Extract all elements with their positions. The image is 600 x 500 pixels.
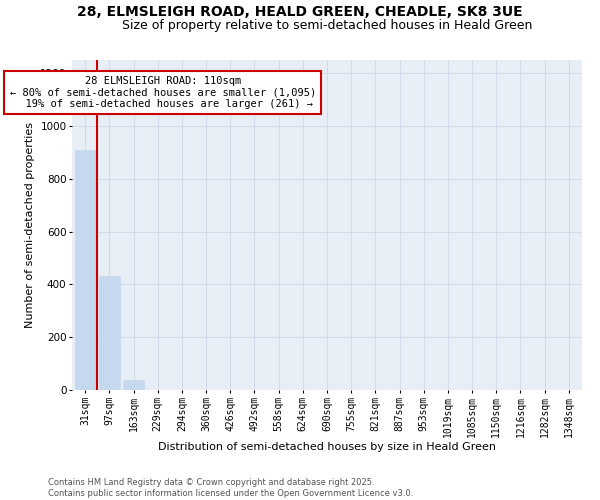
Title: Size of property relative to semi-detached houses in Heald Green: Size of property relative to semi-detach… xyxy=(122,20,532,32)
Y-axis label: Number of semi-detached properties: Number of semi-detached properties xyxy=(25,122,35,328)
Text: 28 ELMSLEIGH ROAD: 110sqm
← 80% of semi-detached houses are smaller (1,095)
  19: 28 ELMSLEIGH ROAD: 110sqm ← 80% of semi-… xyxy=(10,76,316,109)
Bar xyxy=(75,150,95,390)
Bar xyxy=(124,380,144,390)
Text: 28, ELMSLEIGH ROAD, HEALD GREEN, CHEADLE, SK8 3UE: 28, ELMSLEIGH ROAD, HEALD GREEN, CHEADLE… xyxy=(77,5,523,19)
Text: Contains HM Land Registry data © Crown copyright and database right 2025.
Contai: Contains HM Land Registry data © Crown c… xyxy=(48,478,413,498)
X-axis label: Distribution of semi-detached houses by size in Heald Green: Distribution of semi-detached houses by … xyxy=(158,442,496,452)
Bar xyxy=(99,276,120,390)
